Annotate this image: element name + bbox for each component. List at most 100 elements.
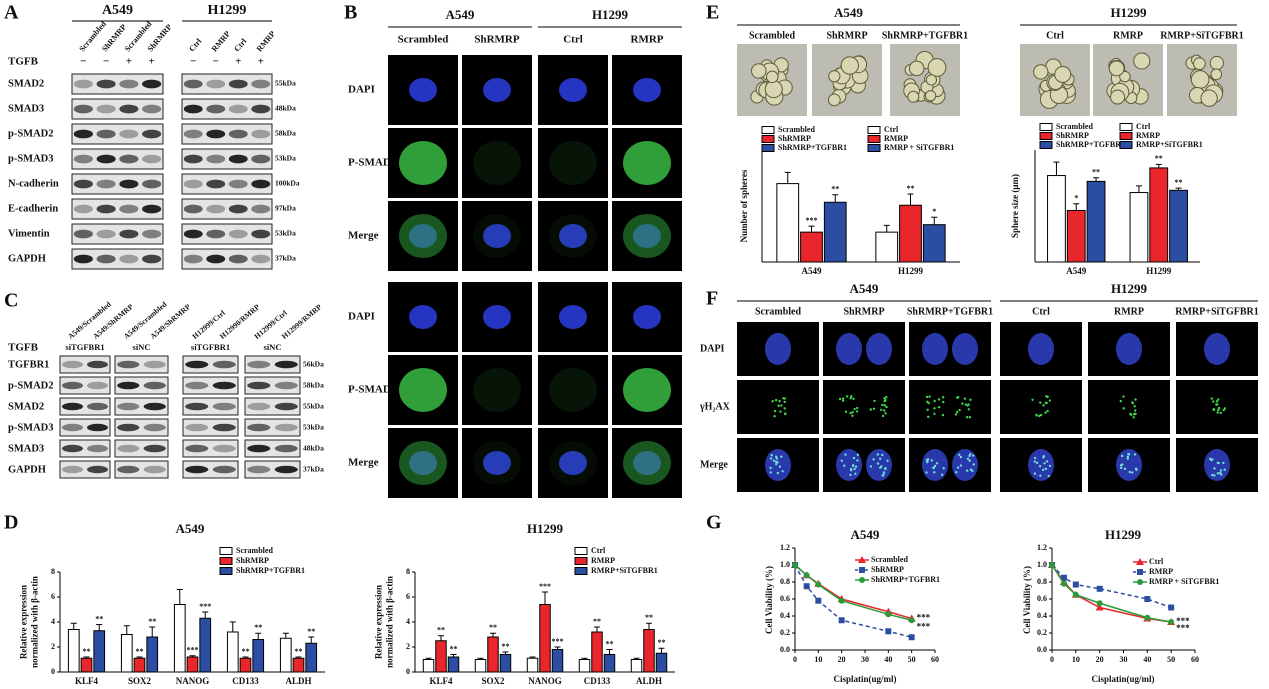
micrograph [538,355,608,425]
significance: ** [307,627,315,636]
error-bar [832,194,839,203]
error-bar [202,611,209,619]
panel-letter: D [4,512,18,534]
stain [399,441,447,485]
foci [849,397,852,400]
blot-band [119,179,139,189]
bar [239,657,252,673]
foci [873,399,876,403]
blot-band [251,129,271,139]
stain [473,214,521,258]
foci [932,466,935,470]
blot-band [212,402,236,411]
error-bar [96,624,103,631]
bar [875,231,899,263]
foci [1033,456,1037,460]
blot-band [185,423,209,432]
blot-frame [182,460,239,479]
foci [849,468,853,471]
blot-band [87,444,108,453]
foci [872,407,876,410]
marker [1096,600,1103,607]
blot-band [87,381,108,390]
y-tick-label: 4 [406,617,410,626]
blot-band [142,154,162,164]
foci [856,459,859,462]
foci [1213,474,1216,477]
legend-label: RMRP+SiTGFBR1 [1136,140,1203,149]
foci [775,457,779,460]
marker [815,597,822,604]
blot-frame [182,355,239,374]
blot-band [87,360,108,369]
blot-frame [182,397,239,416]
group-header: H1299 [592,7,629,22]
foci [926,460,929,464]
significance: ** [254,623,262,632]
foci [869,465,873,468]
blot-band [228,204,248,214]
marker [803,572,810,579]
column-label: RMRP [1113,30,1143,41]
foci [1217,398,1220,401]
foci [1211,473,1214,477]
micrograph [737,380,819,434]
blot-band [143,360,166,369]
foci [926,458,930,461]
legend-marker [858,556,866,563]
error-bar [529,656,536,659]
foci [1046,409,1049,413]
y-axis-label: normalized with β-actin [30,576,40,668]
error-bar [477,657,484,660]
legend-marker [1137,579,1143,585]
foci [941,413,945,417]
legend-label: RMRP + SiTGFBR1 [1149,577,1219,586]
marker [838,617,845,624]
x-tick-label: 10 [814,655,822,664]
legend-label: Scrambled [236,546,273,555]
blot-band [228,229,248,239]
blot-frame [114,376,169,395]
legend-label: Ctrl [1149,557,1164,566]
column-label: ShRMRP+TGFBR1 [907,306,993,317]
foci [1134,412,1137,416]
y-tick-label: 1.0 [1037,560,1047,569]
nucleus [559,224,587,248]
foci [968,459,971,462]
blot-band [206,254,226,264]
marker [908,634,915,641]
blot-frame [71,73,164,95]
error-bar [70,622,77,630]
y-tick-label: 0.2 [1037,628,1047,637]
y-tick-label: 4 [51,617,55,626]
column-label: Ctrl [1032,306,1050,317]
row-label: p-SMAD2 [8,380,54,391]
legend-label: RMRP + SiTGFBR1 [884,143,954,152]
marker [815,581,822,588]
series-line [794,564,912,638]
blot-frame [181,73,273,95]
legend-label: Scrambled [778,125,815,134]
size-label: 56kDa [303,360,324,369]
foci [925,471,928,474]
foci [781,470,784,473]
row-label: Merge [348,457,379,469]
marker [1144,614,1151,621]
x-tick-label: 50 [1167,655,1175,664]
y-axis-label: Relative expression [374,585,384,659]
foci [776,461,779,464]
sphere-cell [751,63,767,79]
legend-label: ShRMRP [871,565,904,574]
blot-band [251,104,271,114]
foci [852,456,856,460]
foci [769,471,772,474]
foci [1044,411,1047,414]
blot-frame [244,397,301,416]
size-label: 53kDa [303,423,324,432]
foci [885,395,888,399]
panel-letter: B [344,2,357,24]
foci [942,400,945,404]
x-tick-label: KLF4 [429,676,453,686]
legend-swatch [219,567,233,575]
